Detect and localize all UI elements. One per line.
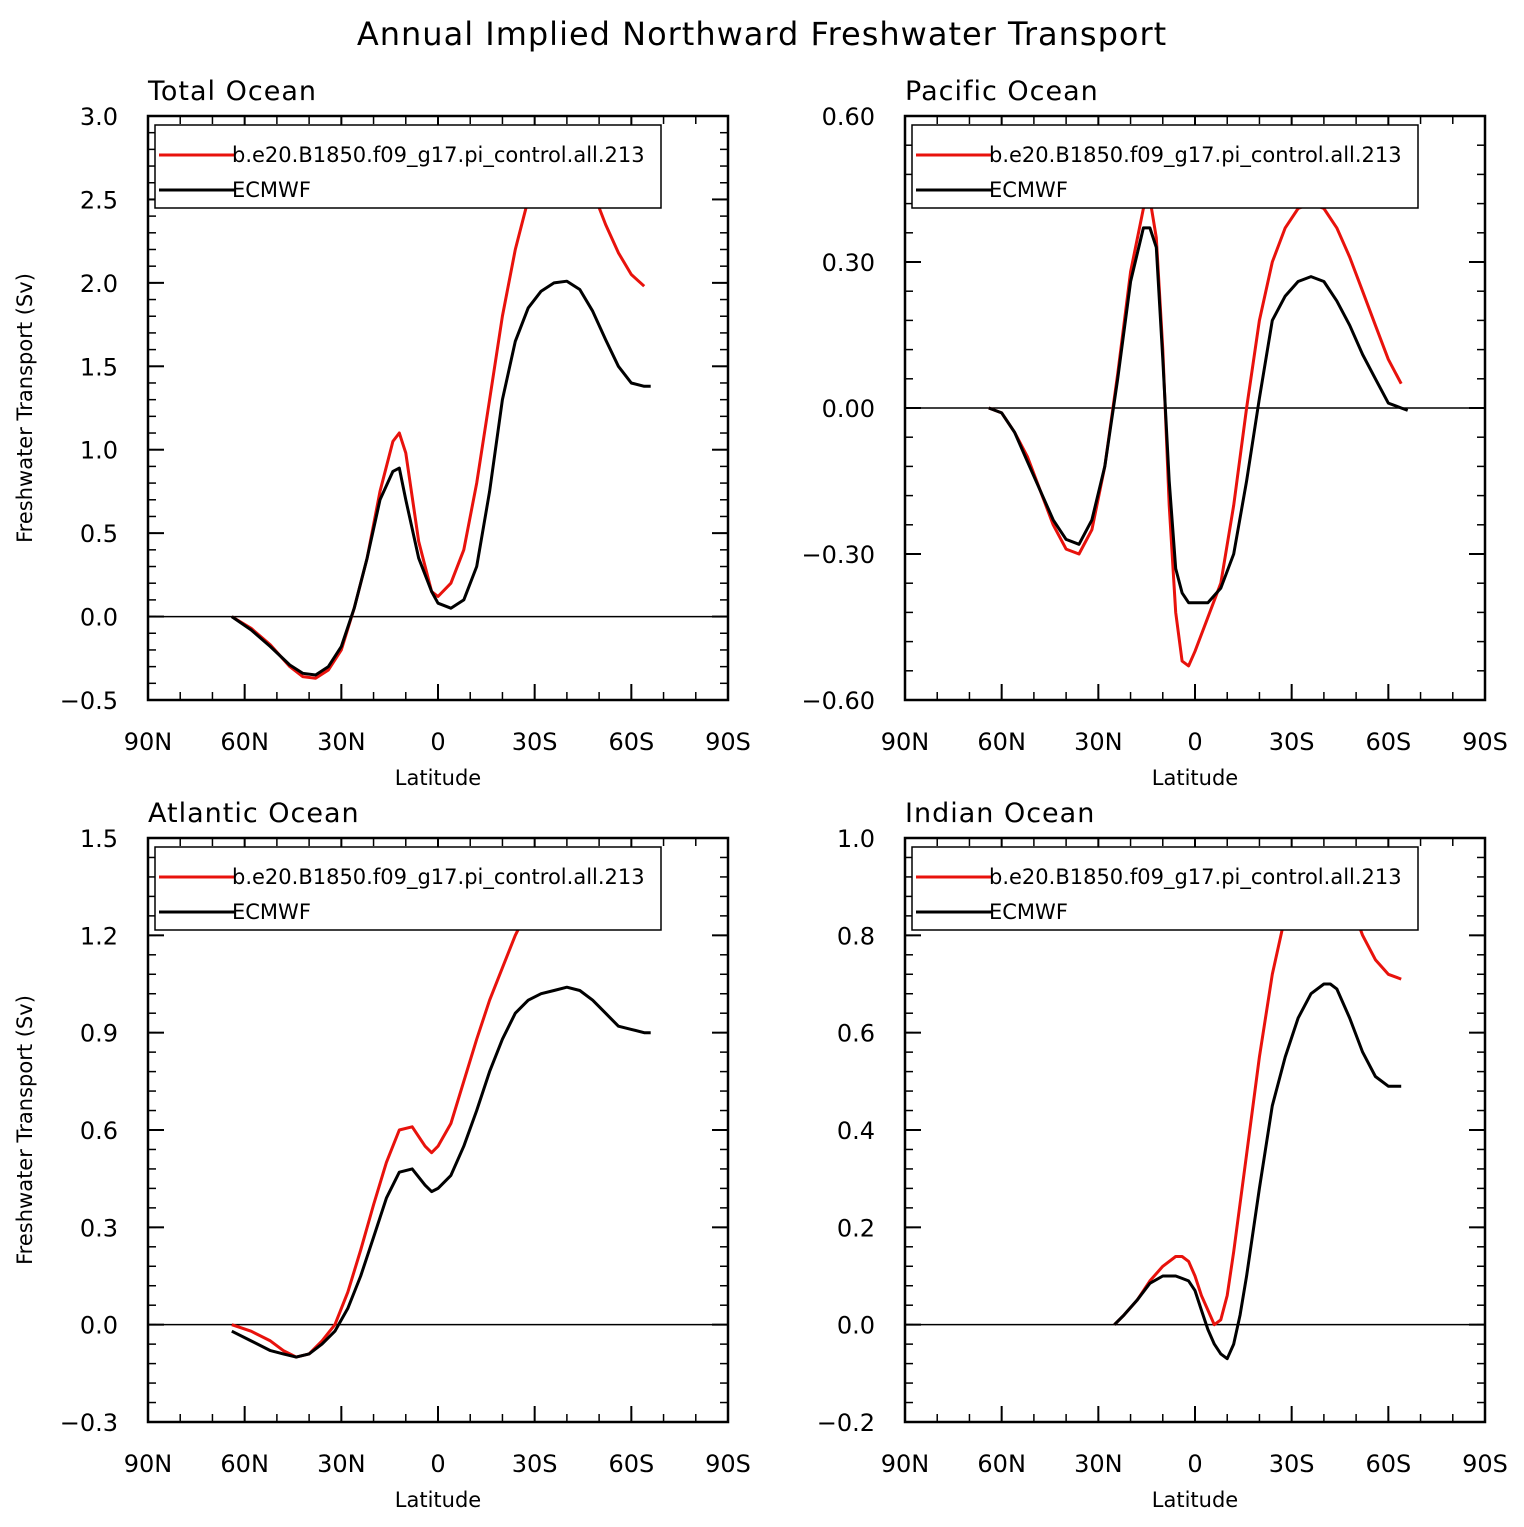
y-tick-label: 3.0 — [80, 103, 118, 131]
y-tick-label: 2.5 — [80, 186, 118, 214]
panel-indian-ocean: Indian Ocean 90N 60N 30N 0 30S 60S 90S −0.2 0.0 0.… — [817, 798, 1508, 1512]
plot-frame — [146, 114, 730, 702]
series-line-ecmwf — [230, 279, 651, 677]
y-tick-label: 0.6 — [80, 1117, 118, 1145]
x-tick-label: 90S — [1462, 728, 1508, 756]
panel-title: Pacific Ocean — [905, 76, 1099, 107]
x-tick-label: 30N — [317, 728, 366, 756]
legend-label: ECMWF — [989, 900, 1068, 924]
y-tick-label: 0.9 — [80, 1020, 118, 1048]
x-axis-title: Latitude — [1152, 1488, 1238, 1512]
y-tick-label: −0.3 — [60, 1409, 118, 1437]
y-tick-label: 1.5 — [80, 353, 118, 381]
legend-label: b.e20.B1850.f09_g17.pi_control.all.213 — [232, 865, 645, 890]
x-tick-label: 90N — [881, 728, 930, 756]
y-tick-label: 0.60 — [822, 103, 875, 131]
x-tick-label: 0 — [1187, 1450, 1202, 1478]
legend-label: b.e20.B1850.f09_g17.pi_control.all.213 — [989, 143, 1402, 168]
y-tick-label: 0.0 — [837, 1312, 875, 1340]
legend-label: ECMWF — [232, 178, 311, 202]
y-tick-label: −0.30 — [801, 541, 875, 569]
y-axis-title: Freshwater Transport (Sv) — [13, 995, 37, 1265]
legend-label: ECMWF — [232, 900, 311, 924]
x-tick-label: 30N — [1074, 728, 1123, 756]
x-tick-label: 90N — [124, 728, 173, 756]
x-tick-label: 60N — [977, 728, 1026, 756]
y-tick-label: 0.30 — [822, 249, 875, 277]
x-tick-label: 60N — [220, 1450, 269, 1478]
legend-label: ECMWF — [989, 178, 1068, 202]
legend-box — [154, 124, 662, 209]
x-tick-label: 30S — [1269, 728, 1315, 756]
legend-box — [911, 124, 1419, 209]
y-axis-title: Freshwater Transport (Sv) — [13, 273, 37, 543]
y-tick-label: 0.00 — [822, 395, 875, 423]
x-axis-title: Latitude — [395, 766, 481, 790]
y-tick-label: 0.4 — [837, 1117, 875, 1145]
x-tick-label: 60N — [220, 728, 269, 756]
x-tick-label: 90S — [705, 1450, 751, 1478]
x-tick-label: 60N — [977, 1450, 1026, 1478]
figure-title: Annual Implied Northward Freshwater Tran… — [357, 15, 1167, 53]
y-tick-label: −0.2 — [817, 1409, 875, 1437]
x-tick-label: 30S — [512, 1450, 558, 1478]
x-tick-label: 60S — [608, 1450, 654, 1478]
x-tick-label: 90N — [124, 1450, 173, 1478]
y-tick-label: 0.8 — [837, 922, 875, 950]
x-tick-label: 30S — [512, 728, 558, 756]
x-tick-label: 0 — [430, 1450, 445, 1478]
y-tick-label: 2.0 — [80, 270, 118, 298]
legend-label: b.e20.B1850.f09_g17.pi_control.all.213 — [989, 865, 1402, 890]
panel-atlantic-ocean: Atlantic Ocean 90N 60N 30N 0 30S 60S 90S −0.3 0.0… — [13, 798, 751, 1512]
x-axis-title: Latitude — [395, 1488, 481, 1512]
x-tick-label: 0 — [430, 728, 445, 756]
panel-title: Atlantic Ocean — [148, 798, 360, 829]
x-tick-label: 60S — [1365, 1450, 1411, 1478]
y-tick-label: 1.2 — [80, 922, 118, 950]
series-line-ecmwf — [1113, 982, 1402, 1361]
y-tick-label: 0.3 — [80, 1214, 118, 1242]
series-line-ecmwf — [231, 985, 651, 1359]
panel-pacific-ocean: Pacific Ocean 90N 60N 30N 0 30S 60S 90S −0.60 −0.… — [801, 76, 1507, 790]
y-tick-label: 0.5 — [80, 520, 118, 548]
x-tick-label: 60S — [608, 728, 654, 756]
x-tick-label: 30N — [1074, 1450, 1123, 1478]
series-line-ecmwf — [988, 226, 1409, 605]
x-axis-title: Latitude — [1152, 766, 1238, 790]
panel-title: Indian Ocean — [905, 798, 1095, 829]
x-tick-label: 60S — [1365, 728, 1411, 756]
y-tick-label: 1.0 — [837, 825, 875, 853]
y-tick-label: 0.0 — [80, 1312, 118, 1340]
legend-box — [154, 846, 662, 931]
plot-frame — [903, 114, 1487, 702]
plot-frame — [146, 836, 730, 1424]
panel-total-ocean: Total Ocean 90N 60N 30N 0 30S 60S 90S −0.5 0.0 0.5… — [13, 76, 751, 790]
x-tick-label: 30S — [1269, 1450, 1315, 1478]
x-tick-label: 0 — [1187, 728, 1202, 756]
y-tick-label: 0.0 — [80, 604, 118, 632]
y-tick-label: 0.6 — [837, 1020, 875, 1048]
y-tick-label: −0.60 — [801, 687, 875, 715]
legend-label: b.e20.B1850.f09_g17.pi_control.all.213 — [232, 143, 645, 168]
x-tick-label: 90S — [705, 728, 751, 756]
y-tick-label: 1.0 — [80, 437, 118, 465]
y-tick-label: 0.2 — [837, 1214, 875, 1242]
y-tick-label: −0.5 — [60, 687, 118, 715]
x-tick-label: 90N — [881, 1450, 930, 1478]
plot-frame — [903, 836, 1487, 1424]
legend-box — [911, 846, 1419, 931]
x-tick-label: 30N — [317, 1450, 366, 1478]
panel-title: Total Ocean — [147, 76, 317, 107]
y-tick-label: 1.5 — [80, 825, 118, 853]
x-tick-label: 90S — [1462, 1450, 1508, 1478]
